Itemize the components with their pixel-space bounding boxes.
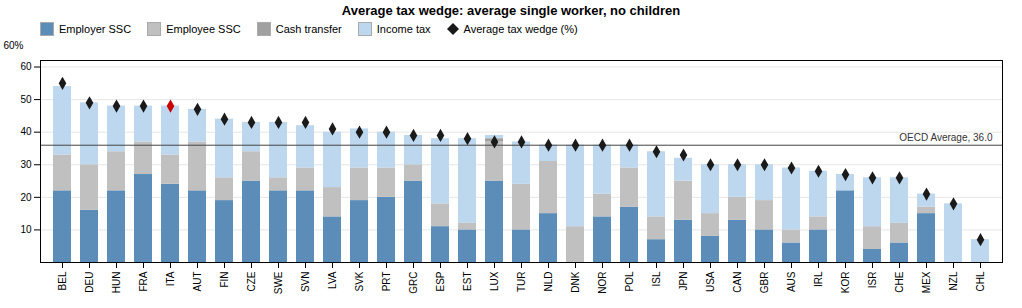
svg-text:40: 40 <box>20 126 32 137</box>
svg-text:CAN: CAN <box>732 272 743 293</box>
svg-text:NLD: NLD <box>543 272 554 292</box>
svg-text:LUX: LUX <box>489 271 500 291</box>
html-text:Average tax wedge (%): Average tax wedge (%) <box>463 23 578 35</box>
svg-text:60: 60 <box>20 61 32 72</box>
svg-text:OECD Average, 36.0: OECD Average, 36.0 <box>899 132 993 143</box>
html-text:Average tax wedge: average sin: Average tax wedge: average single worker… <box>341 3 681 18</box>
svg-text:ISL: ISL <box>651 271 662 286</box>
svg-text:10: 10 <box>20 224 32 235</box>
svg-text:SVK: SVK <box>354 271 365 291</box>
svg-text:ISR: ISR <box>867 272 878 289</box>
svg-text:USA: USA <box>705 271 716 292</box>
svg-text:30: 30 <box>20 159 32 170</box>
svg-text:20: 20 <box>20 192 32 203</box>
svg-text:CHL: CHL <box>975 271 986 291</box>
svg-text:EST: EST <box>462 272 473 291</box>
svg-text:DEU: DEU <box>84 272 95 293</box>
html-text:Income tax: Income tax <box>376 23 431 35</box>
svg-text:HUN: HUN <box>111 272 122 294</box>
svg-text:IRL: IRL <box>813 271 824 287</box>
html-text:Employee SSC: Employee SSC <box>166 23 241 35</box>
svg-text:GBR: GBR <box>759 272 770 294</box>
svg-text:CZE: CZE <box>246 271 257 291</box>
svg-text:CHE: CHE <box>894 271 905 292</box>
svg-text:AUS: AUS <box>786 271 797 292</box>
svg-text:NOR: NOR <box>597 272 608 294</box>
svg-text:ESP: ESP <box>435 271 446 291</box>
svg-text:FIN: FIN <box>219 272 230 288</box>
html-text:Employer SSC: Employer SSC <box>59 23 132 35</box>
svg-text:PRT: PRT <box>381 272 392 292</box>
svg-text:SVN: SVN <box>300 272 311 293</box>
svg-text:DNK: DNK <box>570 271 581 292</box>
svg-text:POL: POL <box>624 271 635 291</box>
svg-text:AUT: AUT <box>192 272 203 292</box>
svg-text:MEX: MEX <box>921 271 932 293</box>
svg-text:SWE: SWE <box>273 271 284 294</box>
svg-text:GRC: GRC <box>408 272 419 294</box>
svg-text:FRA: FRA <box>138 271 149 291</box>
svg-text:JPN: JPN <box>678 272 689 291</box>
svg-text:BEL: BEL <box>57 271 68 290</box>
html-text:Cash transfer: Cash transfer <box>275 23 342 35</box>
svg-text:KOR: KOR <box>840 272 851 294</box>
svg-text:NZL: NZL <box>948 271 959 290</box>
svg-text:TUR: TUR <box>516 272 527 293</box>
svg-text:ITA: ITA <box>165 271 176 286</box>
svg-text:60%: 60% <box>4 40 24 51</box>
svg-text:LVA: LVA <box>327 271 338 289</box>
svg-text:50: 50 <box>20 94 32 105</box>
